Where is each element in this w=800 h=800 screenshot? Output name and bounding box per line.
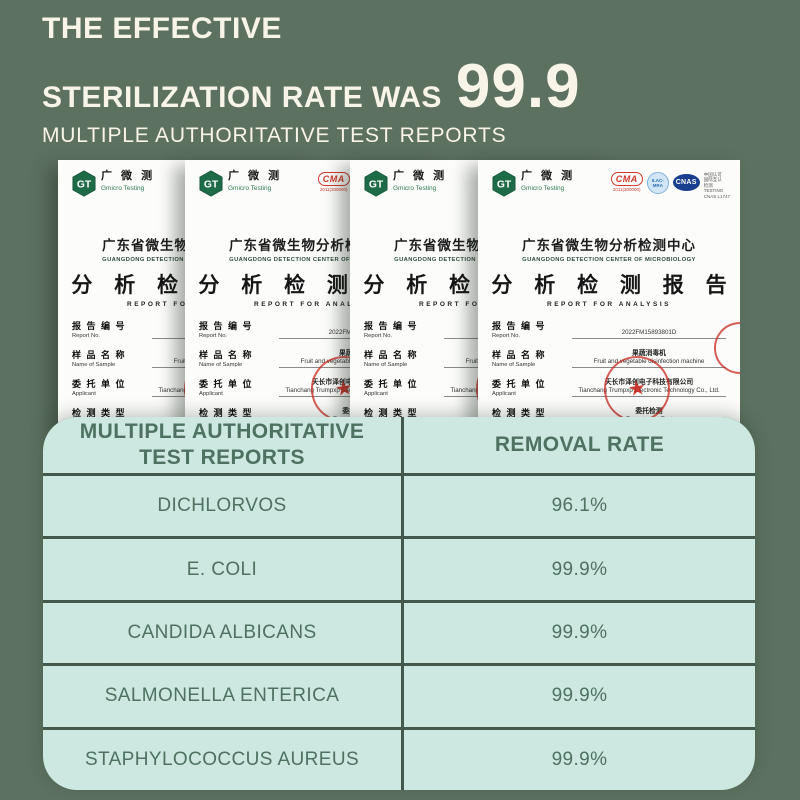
brand-name-en: Gmicro Testing bbox=[228, 185, 272, 192]
table-row-rate: 96.1% bbox=[404, 476, 755, 537]
brand-text: 广 微 测 Gmicro Testing bbox=[393, 170, 447, 197]
table-row-name: CANDIDA ALBICANS bbox=[43, 602, 401, 664]
svg-text:GT: GT bbox=[369, 179, 384, 190]
gmicro-brand: GT 广 微 测 Gmicro Testing bbox=[199, 170, 282, 197]
table-row-rate: 99.9% bbox=[404, 729, 755, 790]
brand-name-cn: 广 微 测 bbox=[521, 170, 576, 182]
ilac-mra-icon: ILAC-MRA bbox=[646, 172, 669, 194]
svg-text:GT: GT bbox=[497, 179, 512, 190]
stamp-star-icon: ★ bbox=[626, 376, 648, 402]
gmicro-brand: GT 广 微 测 Gmicro Testing bbox=[72, 170, 155, 197]
brand-name-cn: 广 微 测 bbox=[101, 170, 156, 182]
table-row-name: DICHLORVOS bbox=[43, 476, 401, 537]
table-header-reports: MULTIPLE AUTHORITATIVE TEST REPORTS bbox=[43, 417, 401, 473]
brand-text: 广 微 测 Gmicro Testing bbox=[228, 170, 282, 197]
hero-title-line2-text: STERILIZATION RATE WAS bbox=[42, 81, 442, 114]
removal-rate-table: MULTIPLE AUTHORITATIVE TEST REPORTS REMO… bbox=[43, 417, 755, 790]
cma-number: 2011(300000) bbox=[612, 187, 641, 192]
center-name-en: GUANGDONG DETECTION CENTER OF MICROBIOLO… bbox=[522, 257, 696, 263]
cnas-side-text: 中国认可 国际互认 检测 TESTING CNAS L1747 bbox=[703, 172, 730, 199]
gmicro-brand: GT 广 微 测 Gmicro Testing bbox=[492, 170, 575, 197]
hero-header: THE EFFECTIVE STERILIZATION RATE WAS 99.… bbox=[42, 10, 581, 148]
table-row-rate: 99.9% bbox=[404, 602, 755, 664]
gmicro-brand: GT 广 微 测 Gmicro Testing bbox=[364, 170, 447, 197]
svg-text:GT: GT bbox=[204, 179, 219, 190]
center-name-cn: 广东省微生物分析检测中心 bbox=[522, 238, 696, 253]
field-applicant: 委 托 单 位 Applicant 天长市泽创电子科技有限公司 Tianchan… bbox=[492, 375, 726, 397]
certificate-stack: GT 广 微 测 Gmicro Testing CMA 2011(300000)… bbox=[0, 160, 800, 425]
gmicro-hexagon-logo-icon: GT bbox=[72, 170, 96, 197]
gmicro-hexagon-logo-icon: GT bbox=[364, 170, 388, 197]
cma-number: 2011(300000) bbox=[319, 187, 348, 192]
brand-text: 广 微 测 Gmicro Testing bbox=[101, 170, 155, 197]
svg-text:GT: GT bbox=[77, 179, 92, 190]
sterilization-rate-value: 99.9 bbox=[455, 52, 581, 121]
table-row-rate: 99.9% bbox=[404, 666, 755, 727]
hero-subtitle: MULTIPLE AUTHORITATIVE TEST REPORTS bbox=[42, 124, 507, 147]
hero-title-line2: STERILIZATION RATE WAS 99.9 bbox=[42, 56, 581, 118]
hero-title-line1: THE EFFECTIVE bbox=[42, 12, 282, 45]
table-row-rate: 99.9% bbox=[404, 539, 755, 600]
table-row-name: STAPHYLOCOCCUS AUREUS bbox=[43, 729, 401, 790]
center-name-en: GUANGDONG DETECTION CENTER OF MICROBIOLO… bbox=[229, 257, 403, 263]
gmicro-hexagon-logo-icon: GT bbox=[199, 170, 223, 197]
field-report-no: 报 告 编 号 Report No. 2022FM15893801D bbox=[492, 317, 726, 339]
table-row-name: E. COLI bbox=[43, 539, 401, 600]
accreditation-logos: CMA 2011(300000) ILAC-MRA CNAS 中国认可 国际互认… bbox=[610, 170, 730, 199]
field-sample-name: 样 品 名 称 Name of Sample 果蔬消毒机 Fruit and v… bbox=[492, 346, 726, 368]
cnas-icon: CNAS bbox=[672, 174, 700, 191]
table-row-name: SALMONELLA ENTERICA bbox=[43, 666, 401, 727]
cma-icon: CMA 2011(300000) bbox=[317, 172, 350, 192]
report-title-en: REPORT FOR ANALYSIS bbox=[547, 301, 671, 308]
certificate-header: GT 广 微 测 Gmicro Testing CMA 2011(300000)… bbox=[478, 160, 740, 208]
brand-text: 广 微 测 Gmicro Testing bbox=[521, 170, 575, 197]
brand-name-en: Gmicro Testing bbox=[521, 185, 565, 192]
gmicro-hexagon-logo-icon: GT bbox=[492, 170, 516, 197]
cma-icon: CMA 2011(300000) bbox=[610, 172, 643, 192]
test-report-certificate: GT 广 微 测 Gmicro Testing CMA 2011(300000)… bbox=[478, 160, 740, 425]
table-header-removal-rate: REMOVAL RATE bbox=[404, 417, 755, 473]
brand-name-en: Gmicro Testing bbox=[101, 185, 145, 192]
report-title-en: REPORT FOR ANALYSIS bbox=[254, 301, 378, 308]
brand-name-cn: 广 微 测 bbox=[393, 170, 448, 182]
report-title-cn: 分 析 检 测 报 告 bbox=[491, 274, 735, 297]
brand-name-cn: 广 微 测 bbox=[228, 170, 283, 182]
brand-name-en: Gmicro Testing bbox=[393, 185, 437, 192]
